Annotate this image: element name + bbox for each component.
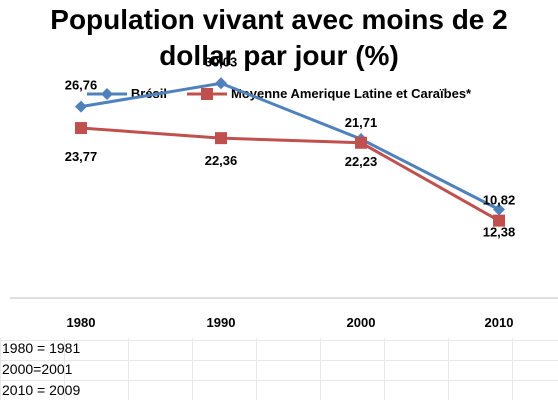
- series-1-point-1: [215, 132, 227, 145]
- x-tick-label-2010: 2010: [485, 315, 514, 330]
- x-tick-label-1980: 1980: [67, 315, 96, 330]
- line-chart: 1980 1990 2000 2010 26,76 30,03 22,23 12,38 23,7…: [10, 54, 558, 330]
- series-1-point-2: [355, 136, 367, 149]
- series-1-point-3: [493, 214, 505, 227]
- note-2000: 2000=2001: [2, 361, 73, 377]
- series-0-data-label-3: 12,38: [483, 224, 516, 239]
- series-line-0: [80, 81, 500, 211]
- chart-title-line1: Population vivant avec moins de 2: [50, 4, 508, 35]
- note-1980: 1980 = 1981: [2, 340, 81, 356]
- series-0-data-label-2: 22,23: [345, 154, 378, 169]
- notes: 1980 = 1981 2000=2001 2010 = 2009: [2, 338, 80, 401]
- legend-label-moyenne: Moyenne Amerique Latine et Caraïbes*: [231, 86, 472, 101]
- chart-area: Population vivant avec moins de 2 dollar…: [0, 4, 558, 101]
- x-tick-label-1990: 1990: [207, 315, 236, 330]
- series-line-1: [80, 126, 500, 222]
- chart-title-line2: dollar par jour (%): [159, 40, 399, 71]
- series-0-data-label-1: 30,03: [205, 54, 238, 69]
- series-1-data-label-0: 23,77: [65, 149, 98, 164]
- legend-square-icon: [187, 87, 228, 100]
- x-tick-label-2000: 2000: [347, 315, 376, 330]
- series-0-point-3: [493, 203, 505, 216]
- series-1-data-label-3: 10,82: [483, 193, 516, 208]
- series-1-point-0: [75, 122, 87, 135]
- note-2010: 2010 = 2009: [2, 382, 81, 398]
- series-0-data-label-0: 26,76: [65, 78, 98, 93]
- series-1-data-label-1: 22,36: [205, 153, 238, 168]
- legend-item-moyenne: Moyenne Amerique Latine et Caraïbes*: [187, 86, 471, 101]
- series-0-point-1: [215, 77, 227, 90]
- legend-diamond-icon: [86, 87, 127, 100]
- series-1-data-label-2: 21,71: [345, 115, 378, 130]
- series-0-point-0: [75, 100, 87, 113]
- legend: Brésil Moyenne Amerique Latine et Caraïb…: [0, 86, 558, 101]
